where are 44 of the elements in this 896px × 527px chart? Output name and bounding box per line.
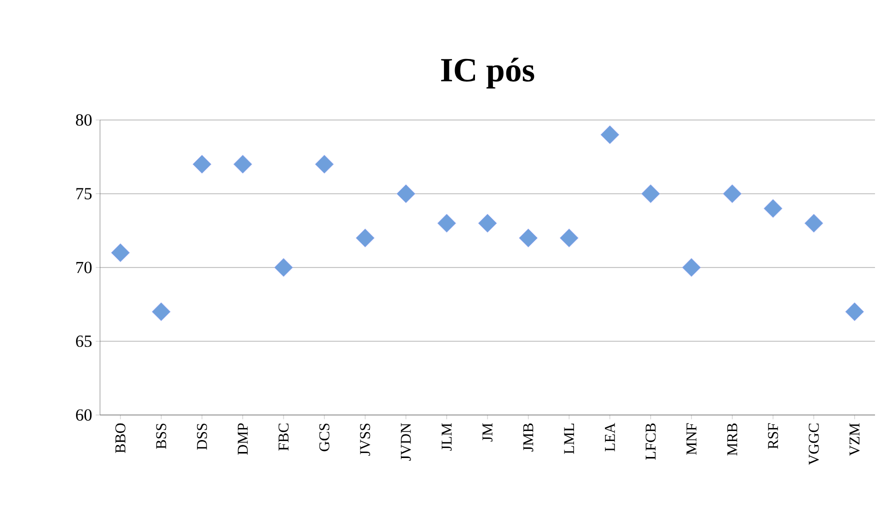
point [560,228,578,248]
chart-title: IC pós [441,58,534,88]
x-tick-label: BBO [115,423,126,454]
x-tick-label: VGGC [808,424,819,465]
x-tick-label: MNF [686,423,696,455]
point [356,228,375,248]
point [437,214,456,233]
point [600,125,620,144]
point [152,302,171,322]
point [192,154,212,174]
x-tick-label: JM [482,423,492,442]
y-tick-label: 70 [76,262,92,274]
x-tick-label: DSS [196,424,207,450]
x-tick-label: JVSS [360,424,370,456]
point [274,258,293,277]
x-tick-label: FBC [278,424,289,451]
x-tick-label: LML [564,424,574,454]
x-tick-label: GCS [319,424,330,452]
point [478,214,497,233]
point [845,302,864,322]
y-tick-label: 65 [76,336,92,347]
point [682,258,701,277]
point [722,184,742,204]
point [314,154,334,174]
point [641,184,660,204]
point [111,243,130,262]
point [233,154,252,174]
y-tick-label: 80 [76,114,92,126]
point [518,228,538,248]
y-tick-label: 60 [76,409,92,421]
x-tick-label: VZM [850,423,860,456]
point [396,184,416,204]
x-tick-label: JMB [523,423,534,452]
x-tick-label: RSF [768,423,778,449]
point [764,199,782,218]
x-tick-label: LFCB [646,423,656,460]
x-tick-label: MRB [727,423,738,456]
y-tick-label: 75 [76,188,92,200]
point [804,214,824,233]
x-tick-label: JLM [442,423,452,451]
x-tick-label: LEA [604,422,615,452]
x-tick-label: JVDN [400,423,411,461]
x-tick-label: BSS [156,424,166,449]
x-tick-label: DMP [238,423,248,455]
